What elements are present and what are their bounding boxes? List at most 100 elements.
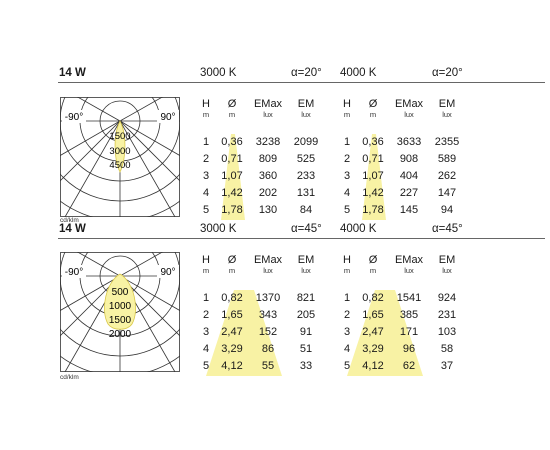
table-cell: 2099 (293, 136, 319, 148)
table-cell: 5 (202, 204, 210, 216)
table-cell: 233 (296, 170, 316, 182)
table-cell: 2 (202, 309, 210, 321)
table-cell: 227 (399, 187, 419, 199)
table-cell: 51 (299, 343, 313, 355)
power-label: 14 W (59, 223, 86, 235)
table-cell: 171 (399, 326, 419, 338)
col-header-emax: EMax (394, 98, 424, 110)
table-cell: 1 (343, 136, 351, 148)
table-cell: 0,71 (362, 153, 384, 165)
col-unit: lux (301, 266, 311, 275)
polar-left-label: -90° (65, 267, 83, 278)
col-unit: lux (442, 110, 452, 119)
table-cell: 152 (258, 326, 278, 338)
table-cell: 3,29 (362, 343, 384, 355)
temp-label-3000k: 3000 K (200, 67, 237, 79)
polar-right-label: 90° (160, 112, 175, 123)
table-cell: 0,82 (221, 292, 243, 304)
col-unit: lux (263, 266, 273, 275)
table-cell: 2,47 (362, 326, 384, 338)
col-header-em: EM (438, 98, 456, 110)
col-unit: m (343, 266, 351, 275)
col-header-em: EM (438, 254, 456, 266)
table-cell: 343 (258, 309, 278, 321)
light-distribution-curve (104, 273, 136, 330)
table-cell: 3238 (255, 136, 281, 148)
polar-diagram: -90° 90° 500 1000 1500 2000 (60, 252, 180, 372)
table-cell: 4 (343, 343, 351, 355)
col-unit: m (228, 110, 236, 119)
table-cell: 5 (343, 360, 351, 372)
table-cell: 1370 (255, 292, 281, 304)
table-cell: 360 (258, 170, 278, 182)
table-cell: 1 (202, 136, 210, 148)
power-label: 14 W (59, 67, 86, 79)
table-cell: 0,36 (221, 136, 243, 148)
table-cell: 231 (437, 309, 457, 321)
table-cell: 1,78 (221, 204, 243, 216)
table-cell: 96 (402, 343, 416, 355)
polar-right-label: 90° (160, 267, 175, 278)
table-cell: 404 (399, 170, 419, 182)
table-cell: 2 (343, 309, 351, 321)
table-cell: 91 (299, 326, 313, 338)
table-cell: 37 (440, 360, 454, 372)
beam-cone (221, 134, 245, 220)
table-cell: 205 (296, 309, 316, 321)
temp-label-4000k: 4000 K (340, 223, 377, 235)
col-unit: m (343, 110, 351, 119)
table-cell: 145 (399, 204, 419, 216)
table-cell: 2 (343, 153, 351, 165)
table-cell: 908 (399, 153, 419, 165)
label-bg (157, 110, 179, 123)
label-bg (62, 110, 86, 123)
beam-cone (206, 290, 282, 376)
table-cell: 3633 (396, 136, 422, 148)
table-cell: 94 (440, 204, 454, 216)
table-cell: 1 (202, 292, 210, 304)
label-bg (157, 265, 179, 278)
col-header-diameter: Ø (227, 98, 237, 110)
temp-label-4000k: 4000 K (340, 67, 377, 79)
table-cell: 1,78 (362, 204, 384, 216)
col-header-diameter: Ø (368, 98, 378, 110)
table-cell: 5 (202, 360, 210, 372)
polar-diagram: -90° 90° 1500 3000 4500 (60, 97, 180, 217)
polar-unit-label: cd/klm (60, 374, 79, 381)
table-cell: 0,71 (221, 153, 243, 165)
table-cell: 4 (202, 343, 210, 355)
col-unit: m (202, 110, 210, 119)
table-cell: 62 (402, 360, 416, 372)
light-distribution-curve (114, 120, 126, 173)
beam-cone (347, 290, 423, 376)
table-cell: 0,36 (362, 136, 384, 148)
table-cell: 924 (437, 292, 457, 304)
table-cell: 1,65 (221, 309, 243, 321)
table-cell: 58 (440, 343, 454, 355)
table-cell: 3 (343, 170, 351, 182)
polar-scale-label: 4500 (109, 160, 130, 171)
label-bg (62, 265, 86, 278)
beam-angle-label: α=45° (432, 223, 463, 235)
table-cell: 103 (437, 326, 457, 338)
table-cell: 4,12 (221, 360, 243, 372)
table-cell: 147 (437, 187, 457, 199)
col-header-height: H (343, 98, 351, 110)
table-cell: 84 (299, 204, 313, 216)
table-cell: 2355 (434, 136, 460, 148)
polar-scale-label: 2000 (109, 329, 132, 340)
table-cell: 821 (296, 292, 316, 304)
table-cell: 262 (437, 170, 457, 182)
polar-scale-label: 1000 (109, 301, 132, 312)
col-unit: lux (263, 110, 273, 119)
header-divider (58, 238, 545, 239)
col-unit: lux (442, 266, 452, 275)
col-header-diameter: Ø (368, 254, 378, 266)
table-cell: 33 (299, 360, 313, 372)
table-cell: 86 (261, 343, 275, 355)
col-header-emax: EMax (394, 254, 424, 266)
header-divider (58, 82, 545, 83)
temp-label-3000k: 3000 K (200, 223, 237, 235)
table-cell: 1,07 (221, 170, 243, 182)
